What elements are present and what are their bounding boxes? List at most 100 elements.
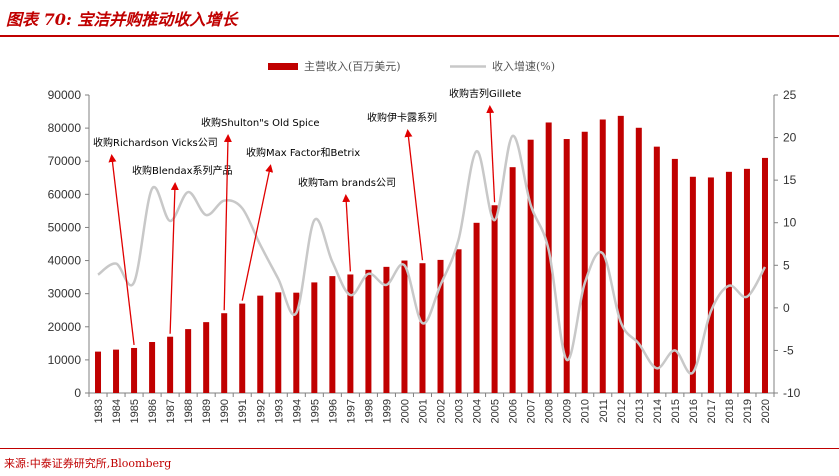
revenue-bar (311, 282, 318, 393)
revenue-bar (383, 266, 390, 393)
revenue-bar (275, 292, 282, 393)
x-tick-label: 2000 (399, 399, 411, 423)
x-tick-label: 2018 (724, 399, 736, 423)
revenue-bar (437, 259, 444, 393)
x-tick-label: 1999 (381, 399, 393, 423)
x-tick-label: 2003 (454, 399, 466, 423)
x-tick-label: 2019 (742, 399, 754, 423)
annotation-arrow (486, 105, 496, 203)
x-tick-label: 2001 (417, 399, 429, 423)
x-tick-label: 1986 (147, 399, 159, 423)
revenue-bar (581, 131, 588, 393)
x-tick-label: 2014 (652, 399, 664, 423)
revenue-bar (455, 249, 462, 393)
y-right-tick-label: 10 (783, 216, 797, 230)
y-left-tick-label: 30000 (48, 287, 82, 301)
x-tick-label: 2011 (598, 399, 610, 423)
y-left-tick-label: 80000 (48, 121, 82, 135)
title-divider (0, 35, 839, 37)
annotation-arrow (404, 129, 424, 261)
revenue-bar (203, 322, 210, 393)
x-tick-label: 1990 (219, 399, 231, 423)
revenue-bar (743, 168, 750, 393)
x-tick-label: 1985 (129, 399, 141, 423)
revenue-bar (599, 119, 606, 393)
x-tick-label: 2017 (706, 399, 718, 423)
y-right-tick-label: 15 (783, 173, 797, 187)
y-left-tick-label: 90000 (48, 88, 82, 102)
revenue-bar (131, 347, 138, 393)
x-tick-label: 1996 (327, 399, 339, 423)
revenue-bar (419, 263, 426, 393)
y-right-tick-label: -5 (783, 343, 794, 357)
annotation-label: 收购Max Factor和Betrix (246, 146, 360, 159)
annotation-arrow (108, 154, 135, 346)
x-tick-label: 2007 (526, 399, 538, 423)
x-tick-label: 1994 (291, 399, 303, 423)
revenue-bar (545, 122, 552, 393)
growth-rate-line (97, 134, 767, 375)
annotation-arrow (342, 194, 352, 272)
revenue-bar (293, 292, 300, 393)
annotation-label: 收购Richardson Vicks公司 (93, 136, 218, 149)
revenue-bar (185, 329, 192, 393)
x-tick-label: 2006 (508, 399, 520, 423)
revenue-bar (239, 303, 246, 393)
y-right-tick-label: -10 (783, 386, 801, 400)
revenue-bar (563, 139, 570, 393)
legend-label-growth: 收入增速(%) (492, 59, 555, 73)
annotation-label: 收购Shulton"s Old Spice (201, 116, 319, 129)
x-tick-label: 1989 (201, 399, 213, 423)
x-tick-label: 1983 (93, 399, 105, 423)
revenue-bar (509, 167, 516, 393)
x-tick-label: 2010 (580, 399, 592, 423)
y-right-tick-label: 5 (783, 258, 790, 272)
y-left-tick-label: 50000 (48, 220, 82, 234)
x-tick-label: 2002 (436, 399, 448, 423)
title-bar: 图表 70: 宝洁并购推动收入增长 (0, 0, 839, 37)
revenue-bar (347, 274, 354, 393)
x-tick-label: 1997 (345, 399, 357, 423)
revenue-bar (329, 276, 336, 393)
revenue-bar (689, 176, 696, 393)
revenue-bar (707, 177, 714, 393)
y-left-tick-label: 10000 (48, 353, 82, 367)
annotation-label: 收购伊卡露系列 (367, 111, 437, 124)
x-tick-label: 2013 (634, 399, 646, 423)
revenue-bar (725, 171, 732, 393)
x-tick-label: 2015 (670, 399, 682, 423)
revenue-bar (491, 205, 498, 393)
x-tick-label: 1991 (237, 399, 249, 423)
x-tick-label: 2005 (490, 399, 502, 423)
y-left-tick-label: 40000 (48, 254, 82, 268)
revenue-bar (671, 158, 678, 393)
y-left-tick-label: 60000 (48, 187, 82, 201)
x-tick-label: 1992 (255, 399, 267, 423)
y-left-tick-label: 70000 (48, 154, 82, 168)
revenue-bar (221, 313, 228, 393)
revenue-bar (113, 349, 120, 393)
annotation-arrow (223, 134, 232, 311)
x-tick-label: 1998 (363, 399, 375, 423)
source-divider (0, 448, 839, 449)
x-tick-label: 1984 (111, 399, 123, 423)
x-tick-label: 1987 (165, 399, 177, 423)
x-tick-label: 2020 (760, 399, 772, 423)
revenue-bar (653, 146, 660, 393)
revenue-bar (617, 115, 624, 394)
source-note: 来源:中泰证券研究所,Bloomberg (4, 457, 172, 470)
x-tick-label: 2016 (688, 399, 700, 423)
x-tick-label: 2012 (616, 399, 628, 423)
annotation-label: 收购吉列Gillete (449, 87, 521, 100)
y-left-tick-label: 0 (74, 386, 81, 400)
revenue-bar (365, 269, 372, 393)
annotation-label: 收购Tam brands公司 (298, 176, 396, 189)
revenue-bar (167, 336, 174, 393)
revenue-bar (527, 139, 534, 393)
x-tick-label: 2009 (562, 399, 574, 423)
y-right-tick-label: 25 (783, 88, 797, 102)
revenue-bar (95, 351, 102, 393)
revenue-bar (761, 157, 768, 393)
page-title: 图表 70: 宝洁并购推动收入增长 (6, 10, 238, 29)
